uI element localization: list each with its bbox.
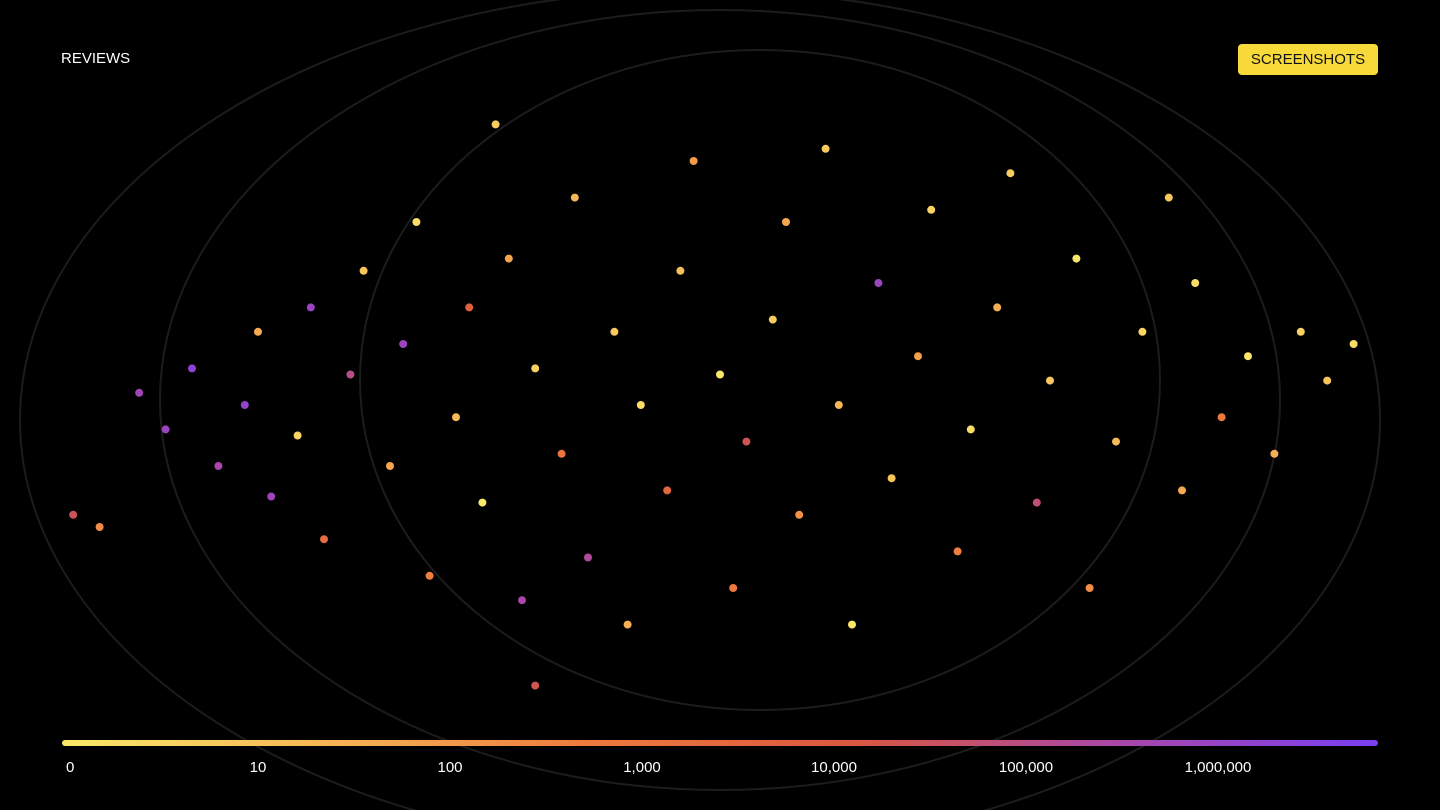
point [1191,279,1200,287]
screenshots-button[interactable]: SCREENSHOTS [1251,51,1365,68]
screenshots-button-bg[interactable] [1238,44,1378,75]
point [306,303,315,312]
reviews-tab[interactable]: REVIEWS [61,50,130,67]
color-tick-label: 10,000 [811,759,857,776]
point [584,553,592,562]
point [795,510,804,519]
point [320,535,328,544]
point [623,620,632,629]
color-tick-label: 1,000 [623,759,661,776]
point [359,266,368,275]
point [267,492,276,501]
point [188,364,196,373]
color-tick-label: 1,000,000 [1185,759,1252,776]
point [663,486,672,495]
point [848,620,856,629]
point [531,681,540,690]
point [993,303,1002,312]
point [716,370,724,379]
point [782,218,790,226]
point [135,388,144,397]
point [1112,437,1120,446]
point [1085,584,1094,592]
point [557,449,566,458]
point [518,596,526,605]
point [386,462,394,470]
point [966,425,975,434]
point [293,431,302,440]
point [254,327,262,336]
color-tick-label: 10 [250,759,267,776]
point [478,498,487,507]
point [425,571,434,580]
point [636,401,645,409]
point [1006,169,1015,178]
point [1244,352,1252,361]
point [1032,498,1041,507]
point [689,157,698,165]
decor-rings [19,0,1381,810]
point [927,205,936,214]
point [240,401,249,409]
point [1270,449,1279,458]
point [610,327,619,336]
point [531,364,540,373]
point [1178,486,1186,495]
point [412,218,421,226]
point [821,144,830,153]
point [95,523,104,531]
color-bar [62,740,1378,746]
point [452,413,460,422]
point-cloud [69,120,1358,690]
point [1323,376,1332,385]
point [1164,193,1173,202]
point [1217,413,1226,422]
point [874,279,883,287]
point [214,462,223,470]
point [729,584,738,592]
point [1138,327,1147,336]
point [834,401,843,409]
point [768,315,777,324]
point [1349,340,1358,348]
point [1046,376,1054,385]
point [1072,254,1081,263]
point [504,254,513,263]
point [161,425,170,434]
point [676,266,685,275]
point [399,340,408,348]
point [887,474,896,483]
point [491,120,500,129]
point [953,547,962,556]
point [465,303,474,312]
point [69,510,78,519]
point [742,437,751,446]
color-tick-label: 100 [437,759,462,776]
color-ticks: 0 10 100 1,000 10,000 100,000 1,000,000 [66,759,1251,776]
color-tick-label: 0 [66,759,74,776]
point [346,370,355,379]
point [570,193,579,202]
color-tick-label: 100,000 [999,759,1053,776]
point [914,352,922,361]
point [1296,327,1305,336]
